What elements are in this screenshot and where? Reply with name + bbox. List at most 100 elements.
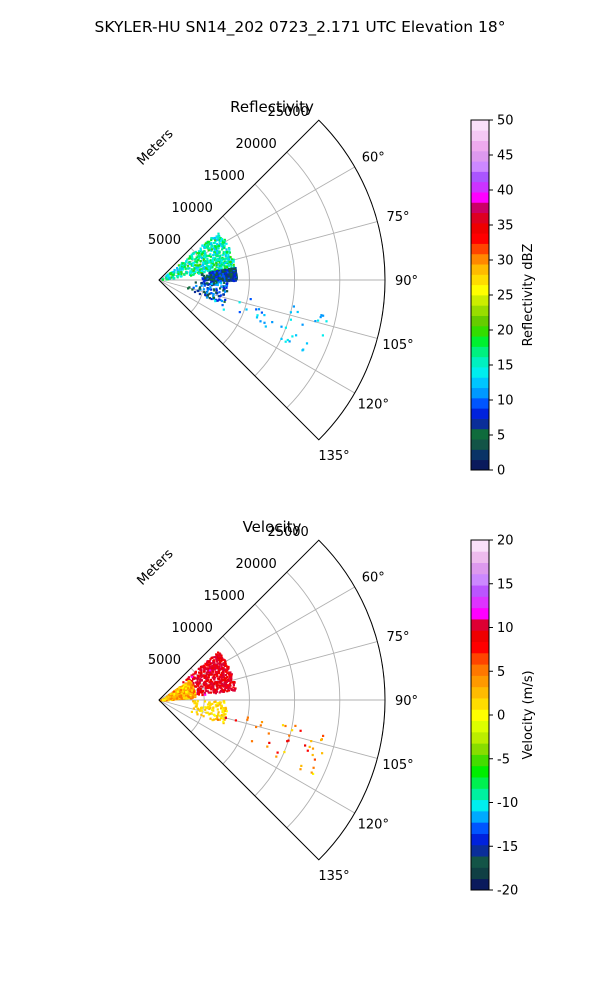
echo-gate — [199, 271, 202, 274]
echo-gate — [213, 656, 216, 659]
echo-gate — [227, 679, 230, 683]
echo-gate — [196, 684, 199, 687]
echo-gate — [213, 249, 216, 252]
echo-gate — [216, 260, 219, 263]
echo-gate — [204, 279, 207, 282]
echo-gate — [196, 268, 199, 271]
echo-gate — [213, 714, 216, 717]
echo-gate — [171, 276, 175, 279]
echo-gate — [295, 334, 298, 337]
echo-gate — [231, 260, 234, 263]
echo-gate — [224, 686, 227, 689]
echo-gate — [204, 262, 207, 265]
echo-gate — [176, 690, 179, 693]
echo-gate — [311, 747, 315, 750]
echo-gate — [217, 277, 220, 280]
echo-region-0 — [182, 651, 237, 697]
echo-gate — [227, 253, 230, 256]
echo-gate — [199, 691, 202, 694]
echo-gate — [182, 681, 185, 684]
echo-gate — [209, 680, 213, 683]
echo-gate — [266, 745, 269, 748]
echo-gate — [203, 243, 206, 246]
echo-gate — [203, 246, 206, 249]
colorbar-band — [471, 585, 489, 597]
echo-gate — [305, 342, 309, 345]
echo-gate — [213, 688, 216, 691]
echo-gate — [199, 665, 203, 669]
echo-gate — [222, 664, 226, 667]
echo-gate — [191, 686, 195, 689]
echo-gate — [193, 261, 196, 264]
echo-gate — [198, 292, 201, 296]
echo-gate — [212, 292, 215, 296]
echo-gate — [214, 259, 218, 262]
echo-gate — [284, 326, 287, 329]
echo-gate — [222, 707, 225, 710]
echo-gate — [203, 277, 206, 280]
echo-gate — [213, 271, 216, 274]
echo-gate — [215, 291, 218, 294]
echo-gate — [218, 271, 221, 274]
echo-gate — [208, 684, 211, 687]
echo-gate — [183, 686, 186, 689]
echo-gate — [220, 282, 223, 285]
colorbar-tick-label: 20 — [497, 534, 514, 549]
echo-gate — [215, 261, 218, 264]
echo-gate — [221, 716, 224, 720]
echo-gate — [207, 266, 211, 269]
echo-gate — [214, 670, 217, 673]
echo-gate — [215, 685, 219, 688]
reflectivity-panel: Reflectivity 5000 10000 15000 20000 25000 Met… — [135, 98, 536, 479]
echo-gate — [199, 247, 202, 250]
echo-gate — [225, 284, 228, 287]
echo-gate — [207, 669, 210, 673]
echo-gate — [206, 684, 209, 687]
echo-gate — [215, 659, 218, 662]
echo-gate — [304, 744, 307, 747]
echo-gate — [214, 268, 217, 271]
echo-gate — [169, 692, 172, 696]
echo-gate — [216, 249, 219, 252]
colorbar-band — [471, 449, 489, 461]
echo-gate — [224, 684, 227, 687]
echo-gate — [216, 255, 219, 258]
echo-gate — [191, 257, 194, 260]
echo-gate — [223, 277, 226, 280]
echo-gate — [165, 697, 168, 700]
echo-gate — [183, 273, 186, 276]
echo-gate — [214, 239, 217, 242]
echo-gate — [212, 288, 215, 291]
echo-gate — [217, 670, 220, 673]
echo-gate — [201, 278, 205, 281]
echo-gate — [204, 687, 207, 690]
echo-gate — [180, 267, 183, 270]
echo-gate — [233, 279, 236, 282]
echo-gate — [200, 710, 203, 713]
azimuth-tick-label: 135° — [318, 449, 349, 464]
range-tick-label: 15000 — [204, 589, 245, 604]
colorbar-band — [471, 822, 489, 834]
echo-gate — [200, 669, 203, 672]
echo-gate — [184, 687, 187, 690]
echo-gate — [198, 286, 202, 289]
echo-gate — [192, 700, 195, 703]
echo-gate — [224, 261, 227, 264]
echo-gate — [200, 673, 203, 676]
echo-gate — [225, 265, 228, 269]
echo-gate — [201, 693, 204, 697]
echo-gate — [186, 682, 189, 685]
echo-gate — [194, 671, 197, 674]
echo-gate — [161, 699, 165, 702]
echo-gate — [220, 659, 223, 662]
azimuth-tick-label: 105° — [382, 758, 413, 773]
echo-gate — [249, 298, 252, 301]
echo-gate — [189, 270, 192, 273]
echo-gate — [202, 282, 205, 285]
echo-gate — [220, 690, 223, 693]
echo-gate — [218, 653, 221, 656]
echo-gate — [204, 293, 207, 296]
echo-gate — [226, 258, 229, 261]
echo-gate — [194, 700, 197, 703]
echo-gate — [204, 292, 207, 295]
